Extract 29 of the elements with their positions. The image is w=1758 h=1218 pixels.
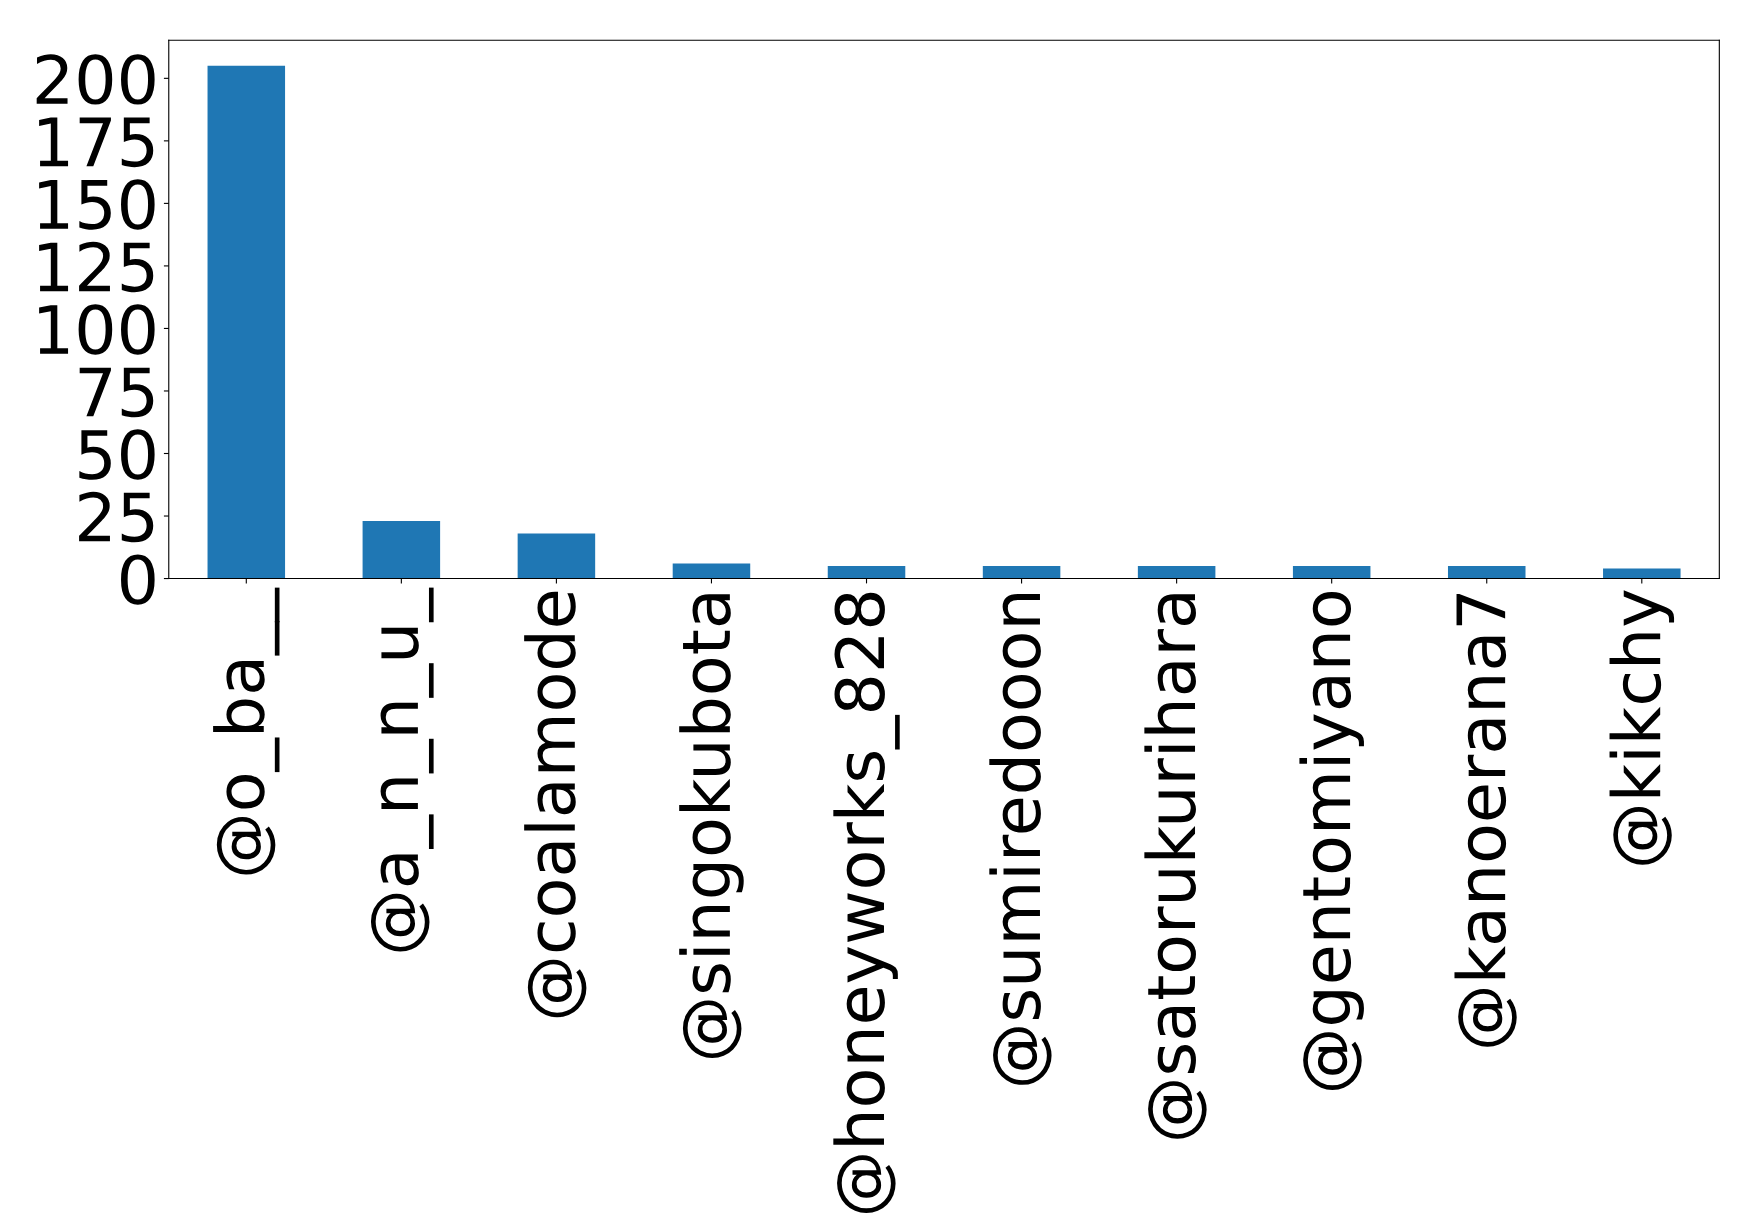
y-tick-label: 125 bbox=[39, 241, 154, 293]
x-tick-label: @kanoerana7 bbox=[1454, 593, 1517, 1047]
y-tick-label: 175 bbox=[39, 117, 154, 168]
y-tick-label: 150 bbox=[39, 179, 155, 230]
bar bbox=[207, 65, 286, 579]
bar bbox=[1292, 566, 1371, 579]
bar bbox=[1603, 568, 1681, 579]
x-tick-label: @coalamode bbox=[524, 591, 587, 1018]
x-tick-label: @kikchy bbox=[1609, 590, 1675, 865]
bar bbox=[1137, 566, 1216, 579]
bar bbox=[517, 533, 596, 579]
x-tick-label: @a_n_n_u_ bbox=[370, 587, 434, 952]
bar bbox=[1447, 566, 1526, 579]
y-tick-label: 50 bbox=[79, 429, 155, 480]
bar bbox=[362, 521, 441, 579]
x-tick-label: @sumiredooon bbox=[989, 593, 1052, 1085]
bar bbox=[672, 563, 751, 579]
y-tick-label: 0 bbox=[121, 554, 155, 605]
y-tick-label: 100 bbox=[39, 304, 155, 355]
bar bbox=[982, 566, 1061, 579]
y-tick-label: 25 bbox=[79, 491, 154, 543]
x-tick-label: @o_ba__ bbox=[213, 587, 280, 875]
y-tick-label: 75 bbox=[79, 367, 154, 418]
x-tick-label: @gentomiyano bbox=[1299, 591, 1364, 1090]
bar bbox=[827, 566, 906, 579]
x-tick-label: @satorukurihara bbox=[1144, 594, 1207, 1139]
y-tick-label: 200 bbox=[36, 54, 155, 105]
x-tick-label: @honeyworks_828 bbox=[833, 592, 900, 1213]
x-tick-label: @singokubota bbox=[679, 594, 744, 1059]
